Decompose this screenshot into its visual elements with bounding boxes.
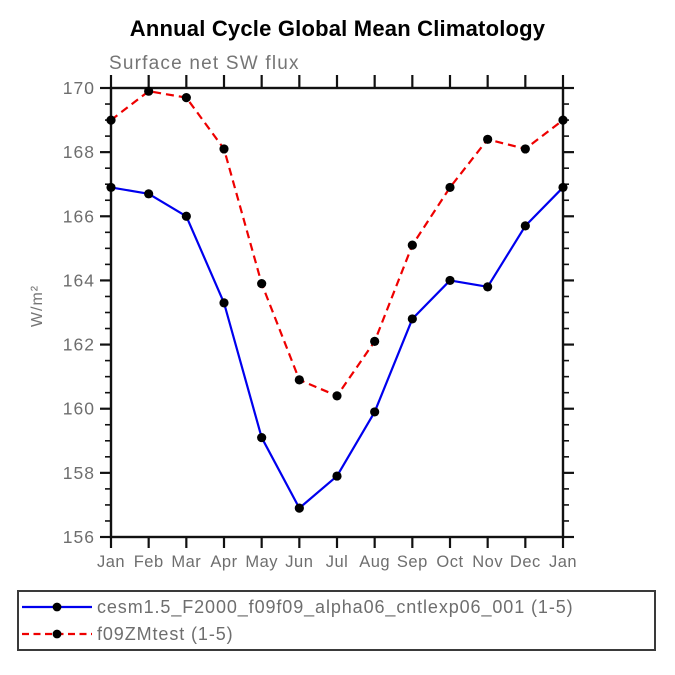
series-line-0 — [110, 186, 564, 510]
legend-label: f09ZMtest (1-5) — [97, 623, 234, 644]
svg-text:160: 160 — [63, 399, 95, 419]
svg-text:Apr: Apr — [210, 553, 237, 571]
svg-text:166: 166 — [63, 206, 95, 226]
series-line-1 — [110, 90, 564, 397]
legend-marker-dot — [52, 602, 62, 612]
svg-text:Jun: Jun — [285, 553, 313, 571]
svg-text:Feb: Feb — [134, 553, 164, 571]
svg-text:158: 158 — [63, 463, 95, 483]
series-markers-0 — [106, 182, 568, 513]
x-axis-ticks — [109, 75, 565, 548]
svg-text:170: 170 — [63, 78, 95, 98]
legend-line-sample — [22, 602, 92, 612]
svg-text:Sep: Sep — [397, 553, 428, 571]
y-axis-ticks — [100, 86, 574, 539]
svg-text:Aug: Aug — [359, 553, 390, 571]
y-axis-tick-labels: 156 158 160 162 164 166 168 170 — [63, 78, 95, 547]
legend-marker-dot — [52, 629, 62, 639]
svg-text:168: 168 — [63, 142, 95, 162]
legend-entry: f09ZMtest (1-5) — [21, 621, 652, 647]
legend-label: cesm1.5_F2000_f09f09_alpha06_cntlexp06_0… — [97, 596, 574, 617]
svg-text:Mar: Mar — [171, 553, 201, 571]
svg-text:Jan: Jan — [97, 553, 125, 571]
svg-text:Jan: Jan — [549, 553, 577, 571]
svg-text:Nov: Nov — [472, 553, 503, 571]
chart-subtitle: Surface net SW flux — [109, 53, 300, 74]
svg-text:162: 162 — [63, 335, 95, 355]
legend: cesm1.5_F2000_f09f09_alpha06_cntlexp06_0… — [17, 590, 656, 651]
svg-text:156: 156 — [63, 527, 95, 547]
svg-text:Dec: Dec — [510, 553, 541, 571]
svg-text:Oct: Oct — [436, 553, 463, 571]
plot-frame — [109, 86, 565, 539]
svg-text:164: 164 — [63, 270, 95, 290]
svg-text:May: May — [245, 553, 278, 571]
x-axis-labels: Jan Feb Mar Apr May Jun Jul Aug Sep Oct Nov Dec Jan — [97, 553, 577, 571]
svg-text:Jul: Jul — [326, 553, 349, 571]
series-markers-1 — [106, 86, 568, 401]
legend-line-sample — [22, 629, 92, 639]
legend-entry: cesm1.5_F2000_f09f09_alpha06_cntlexp06_0… — [21, 594, 652, 620]
chart-title: Annual Cycle Global Mean Climatology — [129, 16, 546, 41]
